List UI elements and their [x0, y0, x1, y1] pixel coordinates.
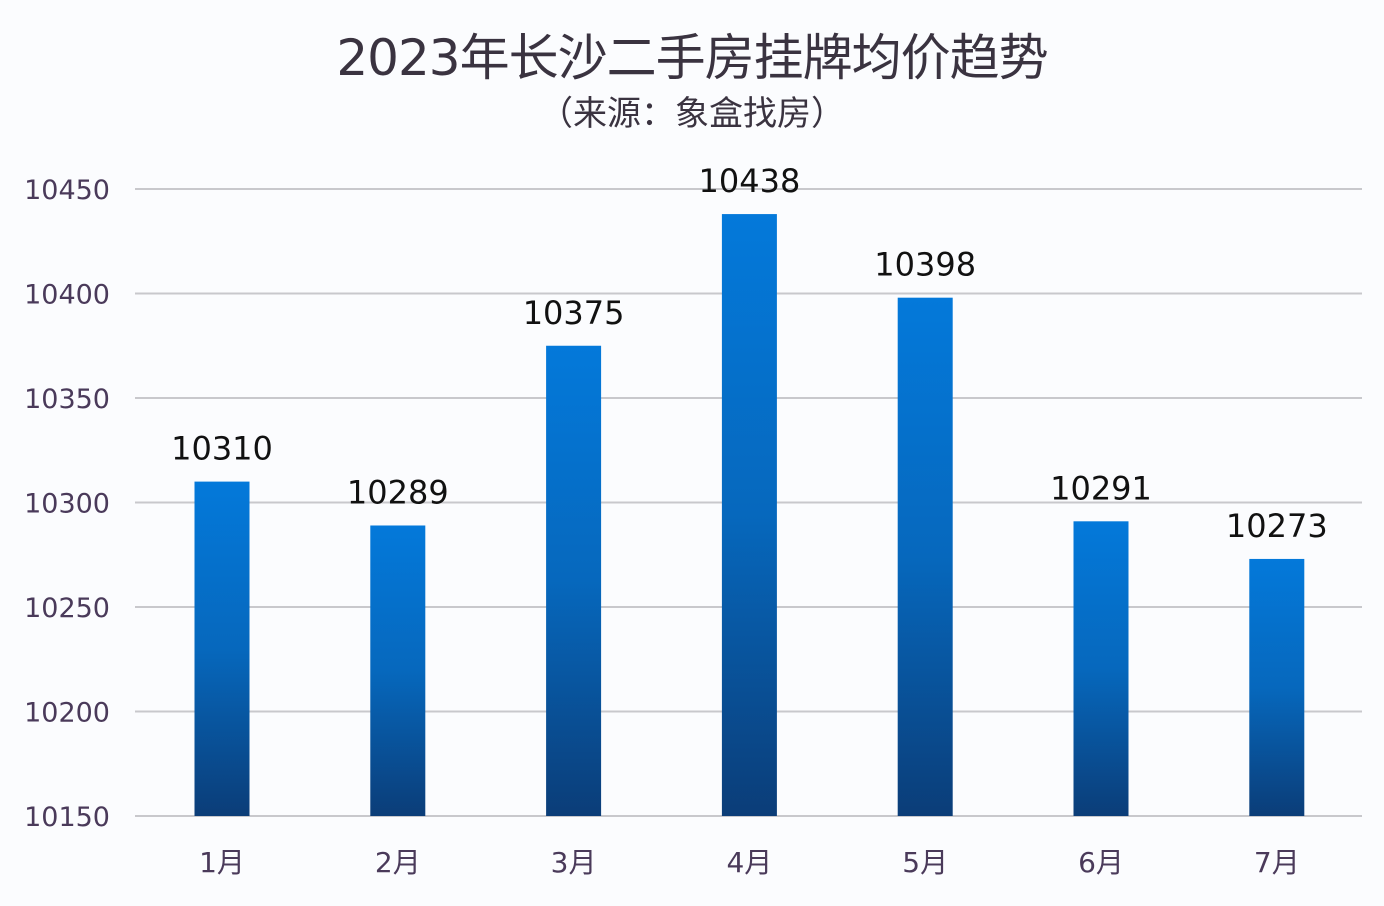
data-label: 10310	[171, 430, 273, 468]
data-label: 10398	[874, 246, 976, 284]
y-tick-label: 10300	[24, 489, 110, 520]
data-label: 10438	[699, 162, 801, 200]
x-category-label: 5月	[902, 846, 948, 879]
bar	[1073, 521, 1129, 816]
y-tick-label: 10400	[24, 280, 110, 311]
x-category-label: 2月	[375, 846, 421, 879]
x-category-label: 3月	[551, 846, 597, 879]
chart-title: 2023年长沙二手房挂牌均价趋势	[336, 29, 1048, 87]
y-tick-label: 10150	[24, 802, 110, 833]
data-label: 10375	[523, 294, 625, 332]
bar	[1249, 558, 1305, 816]
y-tick-label: 10250	[24, 593, 110, 624]
x-category-label: 1月	[199, 846, 245, 879]
y-tick-label: 10450	[24, 175, 110, 206]
bar	[546, 345, 602, 816]
y-tick-label: 10200	[24, 698, 110, 729]
data-label: 10273	[1226, 507, 1328, 545]
bar	[721, 214, 777, 816]
data-label: 10291	[1050, 469, 1152, 507]
x-category-label: 4月	[726, 846, 772, 879]
bar	[370, 525, 426, 816]
x-category-label: 7月	[1254, 846, 1300, 879]
bar	[194, 481, 250, 816]
x-category-label: 6月	[1078, 846, 1124, 879]
data-label: 10289	[347, 473, 449, 511]
chart-subtitle: （来源：象盒找房）	[539, 94, 845, 134]
y-tick-label: 10350	[24, 384, 110, 415]
bar	[897, 297, 953, 816]
